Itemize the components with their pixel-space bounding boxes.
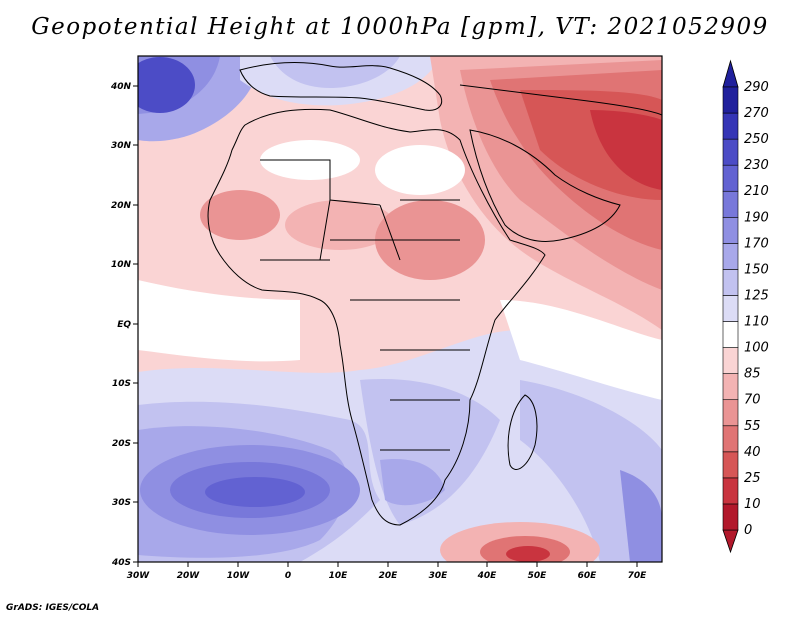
lon-tick-label: 20W: [177, 571, 201, 581]
arabia-coastline: [469, 129, 621, 242]
colorbar-segment: [722, 190, 739, 218]
colorbar-segment: [722, 86, 739, 114]
lon-tick-label: 10E: [329, 571, 349, 581]
lon-tick-label: 40E: [477, 571, 498, 581]
borders: [260, 159, 470, 451]
plot-frame: [137, 55, 663, 563]
colorbar-segment: [722, 399, 739, 427]
x-axis: 30W 20W 10W 0 10E 20E 30E 40E 50E 60E 70…: [127, 562, 647, 581]
lon-tick-label: 0: [285, 571, 291, 581]
colorbar-label: 210: [744, 184, 769, 199]
colorbar-segment: [722, 347, 739, 374]
colorbar-segment: [722, 138, 739, 166]
y-axis: 40S 30S 20S 10S EQ 10N 20N 30N 40N: [110, 82, 138, 568]
colorbar-label: 230: [744, 158, 769, 173]
colorbar-segment: [722, 295, 739, 322]
colorbar-label: 170: [744, 236, 769, 251]
shaded-field: [138, 56, 662, 562]
lat-tick-label: 30S: [112, 498, 131, 508]
colorbar-segment: [722, 164, 739, 192]
lat-tick-label: 20S: [112, 439, 131, 449]
colorbar-label: 70: [744, 393, 761, 408]
colorbar-high-arrow: [722, 59, 739, 88]
colorbar-label: 250: [744, 132, 769, 147]
grads-credit: GrADS: IGES/COLA: [6, 603, 100, 613]
colorbar: 0 10 25 40 55 70 85 100 110 125 150 170 190 210 230 250…: [722, 59, 769, 554]
coastlines: [207, 62, 662, 526]
colorbar-segment: [722, 373, 739, 401]
colorbar-segment: [722, 112, 739, 140]
colorbar-segment: [722, 216, 739, 244]
lon-tick-label: 20E: [379, 571, 399, 581]
lat-tick-label: 20N: [111, 201, 132, 211]
lat-tick-label: 40S: [111, 558, 131, 568]
asia-coastline: [459, 84, 662, 116]
colorbar-label: 0: [744, 523, 752, 538]
map-title: Geopotential Height at 1000hPa [gpm], VT…: [31, 14, 769, 40]
lon-tick-label: 10W: [227, 571, 251, 581]
colorbar-segment: [722, 477, 739, 505]
colorbar-label: 10: [744, 497, 761, 512]
colorbar-label: 25: [744, 471, 761, 486]
colorbar-label: 100: [744, 341, 769, 356]
europe-coastline: [239, 62, 443, 111]
colorbar-label: 40: [744, 445, 761, 460]
lon-tick-label: 30W: [127, 571, 151, 581]
colorbar-label: 55: [744, 419, 761, 434]
colorbar-segment: [722, 425, 739, 453]
colorbar-segment: [722, 269, 739, 296]
colorbar-label: 150: [744, 262, 769, 277]
lat-tick-label: 40N: [110, 82, 132, 92]
colorbar-label: 110: [744, 315, 769, 330]
colorbar-segment: [722, 503, 739, 531]
lat-tick-label: 10S: [112, 379, 131, 389]
madagascar-coastline: [507, 394, 538, 470]
colorbar-segment: [722, 321, 739, 348]
lon-tick-label: 70E: [628, 571, 648, 581]
colorbar-low-arrow: [722, 529, 739, 554]
colorbar-label: 270: [744, 106, 769, 121]
colorbar-segment: [722, 451, 739, 479]
lat-tick-label: EQ: [117, 320, 131, 330]
lon-tick-label: 30E: [429, 571, 449, 581]
colorbar-segment: [722, 243, 739, 270]
lon-tick-label: 60E: [578, 571, 598, 581]
colorbar-label: 85: [744, 367, 761, 382]
lat-tick-label: 30N: [111, 141, 132, 151]
colorbar-label: 290: [744, 80, 769, 95]
colorbar-label: 125: [744, 288, 769, 303]
colorbar-label: 190: [744, 210, 769, 225]
lon-tick-label: 50E: [528, 571, 548, 581]
africa-coastline: [207, 108, 546, 526]
lat-tick-label: 10N: [111, 260, 132, 270]
